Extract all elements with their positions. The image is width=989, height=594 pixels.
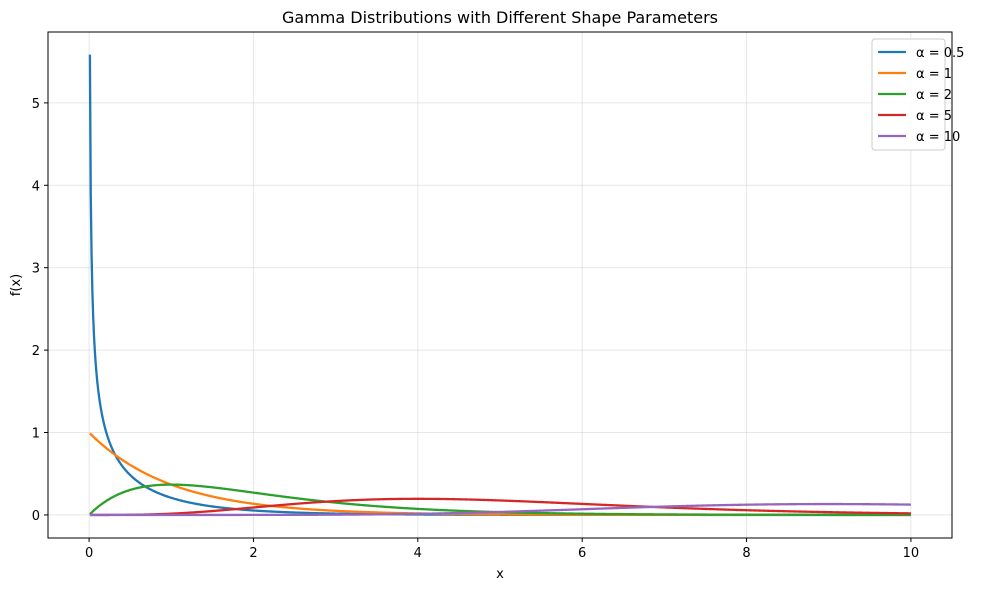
legend-label-4: α = 5 — [916, 109, 952, 124]
legend-label-2: α = 1 — [916, 67, 952, 82]
y-tick-label: 2 — [32, 344, 40, 359]
y-tick-label: 5 — [32, 97, 40, 112]
x-tick-label: 2 — [249, 546, 257, 561]
y-tick-label: 1 — [32, 427, 40, 442]
y-axis-label: f(x) — [9, 274, 24, 296]
series-layer — [88, 54, 912, 517]
legend-box — [871, 38, 946, 151]
x-axis-label: x — [496, 567, 504, 582]
legend-label-5: α = 10 — [916, 130, 960, 145]
legend: α = 0.5 α = 1 α = 2 α = 5 α = 10 — [871, 38, 964, 151]
x-tick-label: 8 — [742, 546, 750, 561]
legend-label-1: α = 0.5 — [916, 46, 964, 61]
x-tick-label: 6 — [578, 546, 586, 561]
x-tick-label: 0 — [85, 546, 93, 561]
x-tick-label: 10 — [903, 546, 920, 561]
y-tick-label: 4 — [32, 179, 40, 194]
chart-title: Gamma Distributions with Different Shape… — [282, 8, 718, 27]
ticks: 0 2 4 6 8 10 0 1 2 3 4 5 — [32, 97, 919, 561]
plot-frame — [47, 31, 953, 539]
legend-label-3: α = 2 — [916, 88, 952, 103]
x-tick-label: 4 — [414, 546, 422, 561]
series-line-4 — [89, 497, 912, 517]
y-tick-label: 0 — [32, 509, 40, 524]
y-tick-label: 3 — [32, 262, 40, 277]
series-line-5 — [89, 502, 912, 517]
